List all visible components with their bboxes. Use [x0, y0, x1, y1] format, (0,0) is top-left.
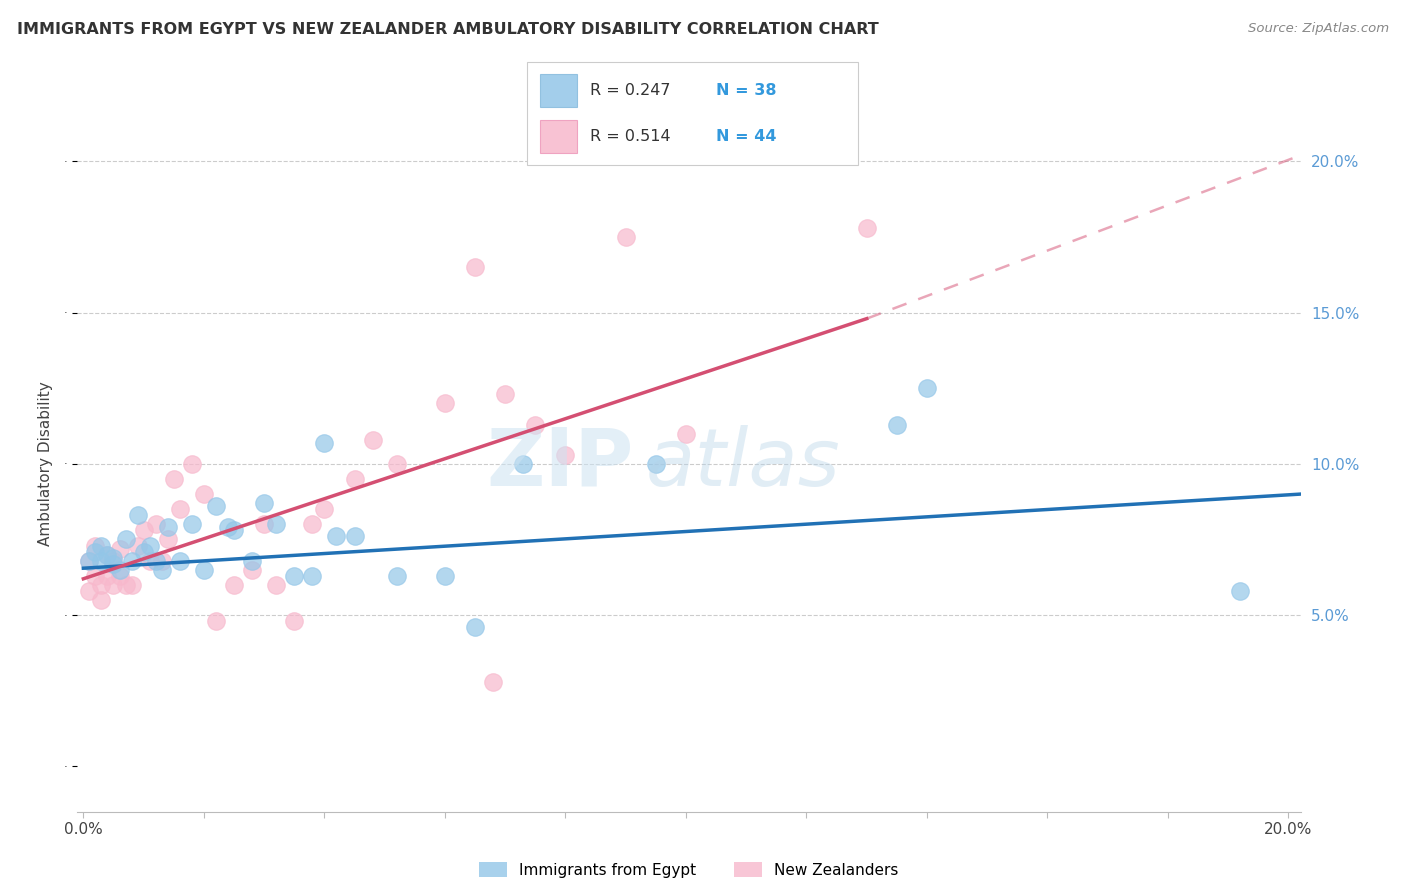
FancyBboxPatch shape — [527, 62, 858, 165]
Point — [217, 520, 239, 534]
Point — [150, 563, 173, 577]
Point — [482, 674, 505, 689]
Point — [283, 568, 305, 582]
Point — [121, 554, 143, 568]
Point — [614, 230, 637, 244]
Point — [96, 568, 118, 582]
Point — [240, 563, 263, 577]
Text: ZIP: ZIP — [486, 425, 634, 503]
Point — [644, 457, 666, 471]
Point — [253, 496, 276, 510]
Point — [145, 517, 167, 532]
Point — [675, 426, 697, 441]
Point — [103, 578, 125, 592]
Point — [180, 517, 202, 532]
Point — [79, 554, 101, 568]
Point — [96, 548, 118, 562]
Point — [150, 554, 173, 568]
FancyBboxPatch shape — [540, 74, 576, 106]
Point — [205, 614, 228, 628]
Point — [314, 502, 336, 516]
Point — [84, 539, 107, 553]
Point — [361, 433, 384, 447]
Y-axis label: Ambulatory Disability: Ambulatory Disability — [38, 382, 53, 546]
Point — [301, 517, 323, 532]
Text: Source: ZipAtlas.com: Source: ZipAtlas.com — [1249, 22, 1389, 36]
Point — [84, 544, 107, 558]
FancyBboxPatch shape — [540, 120, 576, 153]
Point — [385, 568, 408, 582]
Point — [433, 568, 456, 582]
Point — [90, 539, 112, 553]
Point — [915, 381, 938, 395]
Point — [79, 583, 101, 598]
Text: R = 0.247: R = 0.247 — [591, 83, 671, 97]
Point — [494, 387, 516, 401]
Point — [156, 533, 179, 547]
Point — [264, 517, 287, 532]
Point — [163, 472, 186, 486]
Point — [84, 568, 107, 582]
Point — [103, 550, 125, 565]
Point — [464, 260, 486, 275]
Point — [1229, 583, 1251, 598]
Point — [314, 435, 336, 450]
Point — [108, 568, 131, 582]
Point — [886, 417, 908, 432]
Point — [114, 533, 136, 547]
Point — [127, 508, 149, 523]
Point — [343, 529, 366, 543]
Point — [193, 563, 215, 577]
Point — [114, 578, 136, 592]
Point — [103, 554, 125, 568]
Text: R = 0.514: R = 0.514 — [591, 128, 671, 144]
Point — [554, 448, 576, 462]
Point — [132, 544, 155, 558]
Point — [433, 396, 456, 410]
Point — [79, 554, 101, 568]
Point — [464, 620, 486, 634]
Point — [264, 578, 287, 592]
Point — [325, 529, 347, 543]
Point — [121, 578, 143, 592]
Point — [127, 539, 149, 553]
Point — [385, 457, 408, 471]
Point — [193, 487, 215, 501]
Point — [90, 578, 112, 592]
Point — [156, 520, 179, 534]
Point — [169, 502, 191, 516]
Point — [132, 524, 155, 538]
Text: N = 44: N = 44 — [716, 128, 776, 144]
Point — [301, 568, 323, 582]
Text: IMMIGRANTS FROM EGYPT VS NEW ZEALANDER AMBULATORY DISABILITY CORRELATION CHART: IMMIGRANTS FROM EGYPT VS NEW ZEALANDER A… — [17, 22, 879, 37]
Text: atlas: atlas — [647, 425, 841, 503]
Point — [96, 548, 118, 562]
Point — [343, 472, 366, 486]
Point — [90, 554, 112, 568]
Point — [512, 457, 534, 471]
Point — [180, 457, 202, 471]
Point — [108, 541, 131, 556]
Point — [90, 593, 112, 607]
Legend: Immigrants from Egypt, New Zealanders: Immigrants from Egypt, New Zealanders — [474, 856, 904, 884]
Point — [283, 614, 305, 628]
Point — [524, 417, 547, 432]
Point — [222, 578, 245, 592]
Point — [205, 499, 228, 513]
Point — [855, 220, 877, 235]
Point — [138, 554, 160, 568]
Point — [103, 557, 125, 571]
Point — [253, 517, 276, 532]
Point — [138, 539, 160, 553]
Text: N = 38: N = 38 — [716, 83, 776, 97]
Point — [240, 554, 263, 568]
Point — [145, 554, 167, 568]
Point — [108, 563, 131, 577]
Point — [169, 554, 191, 568]
Point — [222, 524, 245, 538]
